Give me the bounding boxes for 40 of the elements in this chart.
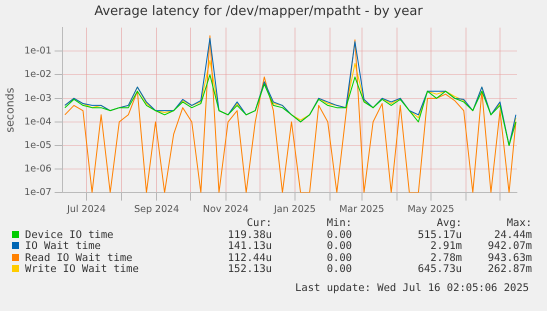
text: 0.00 [326,228,352,241]
legend-label: Read IO Wait time [24,252,134,264]
text: 0.00 [326,252,352,264]
chart-title: Average latency for /dev/mapper/mpatht - by year [94,4,424,20]
text: 942.07m [486,240,532,252]
text: Min: [326,217,352,230]
text: 119.38u [226,228,272,241]
legend-label: IO Wait time [24,240,102,252]
text: 0.00 [326,263,352,276]
text: 152.13u [226,263,272,276]
y-tick-label: 1e-04 [24,116,52,128]
x-tick-label: May 2025 [407,204,454,215]
x-tick-label: Jan 2025 [272,204,316,215]
text: 0.00 [326,240,352,252]
text: 515.17u [416,228,462,241]
y-tick-label: 1e-02 [24,69,52,80]
text: 2.78m [429,252,462,264]
y-tick-label: 1e-05 [24,140,52,151]
x-tick-label: Nov 2024 [202,204,249,215]
text: Last update: Wed Jul 16 02:05:06 2025 [295,282,529,294]
text: 112.44u [226,252,272,264]
text: 262.87m [486,263,532,276]
text: Avg: [436,217,462,230]
text: Max: [506,217,532,230]
legend-label: Device IO time [24,228,115,241]
y-axis-title: seconds [3,87,16,133]
text: 943.63m [486,252,532,264]
x-tick-label: Jul 2024 [66,204,106,215]
legend-label: Write IO Wait time [24,263,140,276]
text: 2.91m [429,240,462,252]
y-tick-label: 1e-07 [24,187,52,198]
text: 24.44m [493,228,532,241]
y-tick-label: 1e-01 [24,46,52,57]
text: 141.13u [226,240,272,252]
text: Cur: [246,217,272,230]
y-tick-label: 1e-03 [24,92,52,104]
y-tick-label: 1e-06 [24,163,52,174]
text: 645.73u [416,263,462,276]
x-tick-label: Sep 2024 [134,204,180,215]
x-tick-label: Mar 2025 [339,204,384,215]
